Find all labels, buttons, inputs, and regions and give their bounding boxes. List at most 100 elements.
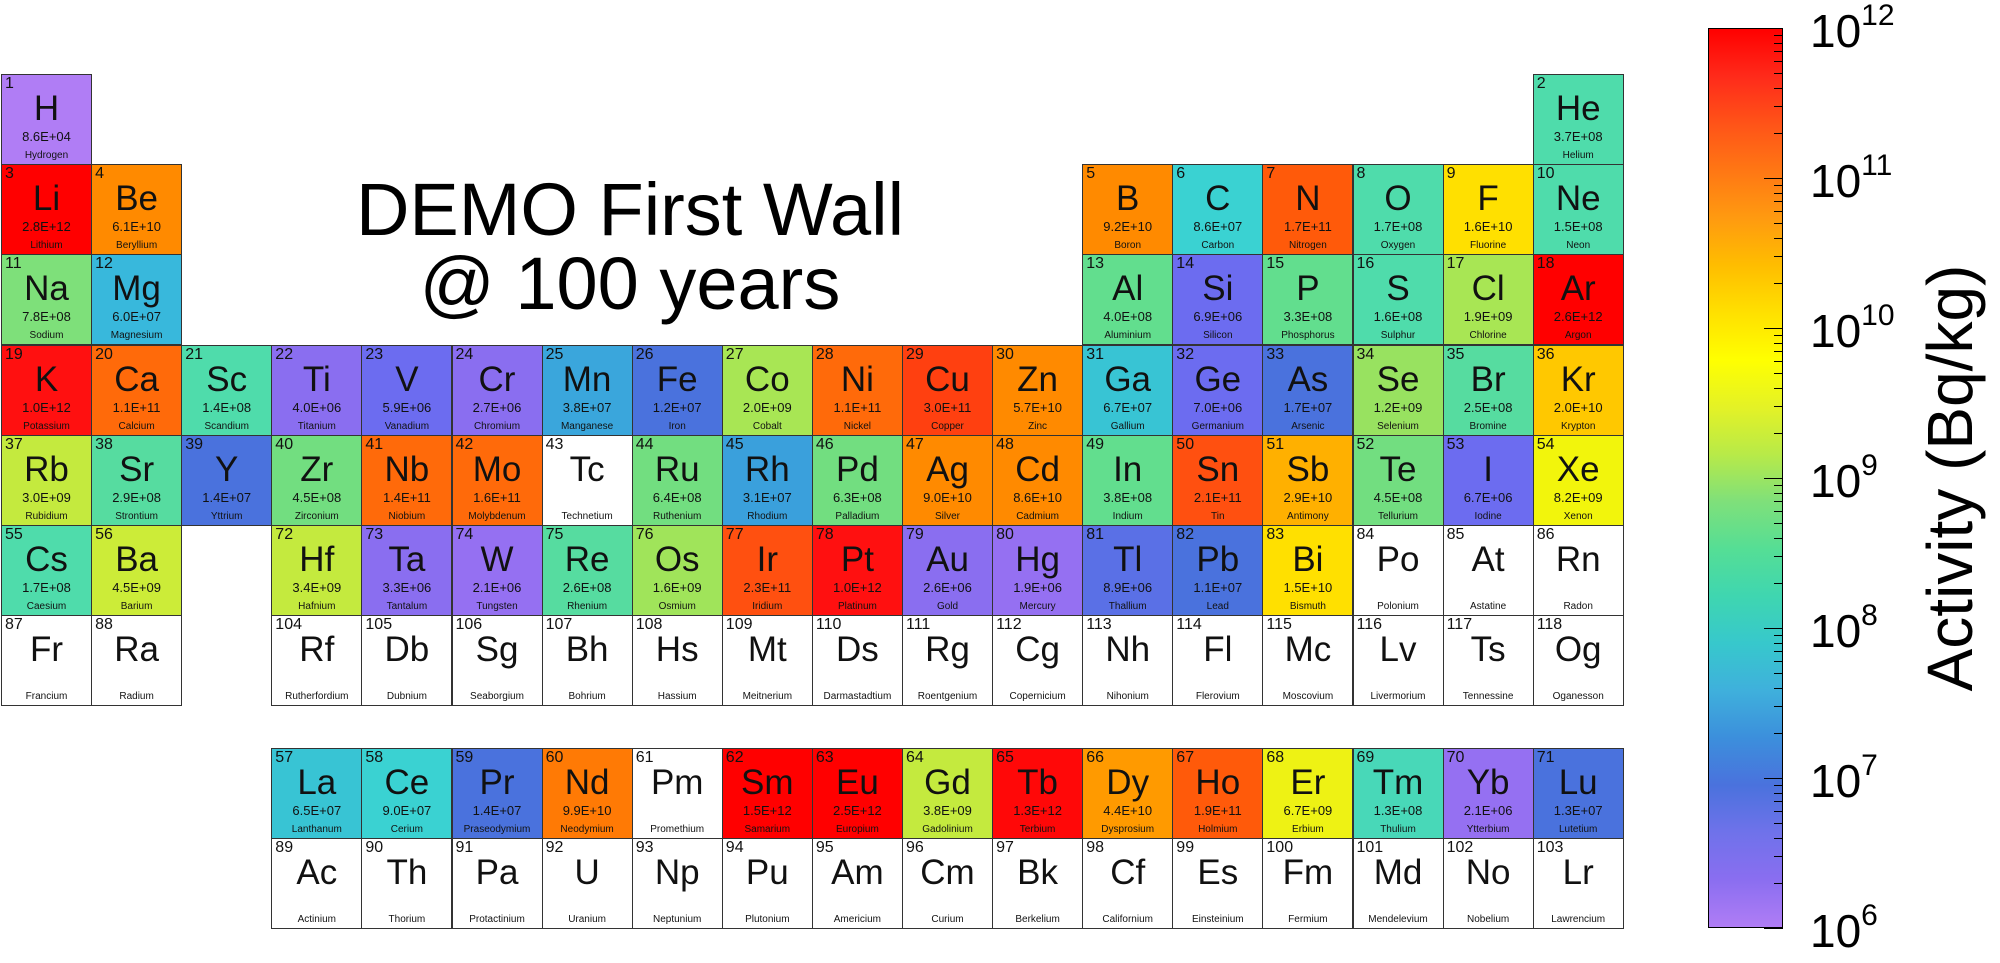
element-cell-he: 2 He 3.7E+08 Helium (1532, 74, 1624, 165)
activity-value: 1.5E+10 (1283, 580, 1333, 595)
tick-base: 10 (1810, 905, 1862, 957)
colorbar-minor-tick (1774, 237, 1783, 239)
element-name: Manganese (560, 420, 614, 432)
element-name: Arsenic (1291, 420, 1325, 432)
element-cell-pa: 91 Pa Protactinium (451, 838, 543, 930)
atomic-number: 11 (5, 255, 22, 273)
element-cell-pd: 46 Pd 6.3E+08 Palladium (811, 434, 903, 526)
colorbar-tick-label: 1010 (1810, 299, 1895, 363)
atomic-number: 106 (455, 616, 483, 634)
element-name: Tungsten (476, 601, 518, 612)
element-cell-cm: 96 Cm Curium (902, 838, 993, 930)
atomic-number: 26 (635, 345, 654, 363)
atomic-number: 56 (95, 526, 113, 543)
activity-value: 6.7E+07 (1103, 399, 1153, 415)
element-name: Vanadium (384, 420, 430, 432)
element-cell-cl: 17 Cl 1.9E+09 Chlorine (1442, 254, 1534, 346)
element-cell-w: 74 W 2.1E+06 Tungsten (451, 525, 543, 616)
colorbar-minor-tick (1774, 201, 1783, 203)
element-symbol: Pd (835, 449, 879, 489)
activity-value: 6.0E+07 (112, 309, 161, 325)
element-cell-cu: 29 Cu 3.0E+11 Copper (902, 344, 993, 436)
element-name: Caesium (26, 601, 67, 612)
activity-value: 3.0E+11 (923, 399, 972, 415)
element-cell-rg: 111 Rg Roentgenium (902, 615, 993, 707)
colorbar-minor-tick (1774, 792, 1783, 794)
atomic-number: 23 (365, 345, 384, 363)
atomic-number: 48 (996, 435, 1014, 453)
element-symbol: Ge (1194, 359, 1242, 399)
element-cell-sg: 106 Sg Seaborgium (451, 615, 543, 707)
element-symbol: Au (926, 540, 969, 579)
atomic-number: 14 (1176, 255, 1195, 273)
element-cell-po: 84 Po Polonium (1352, 525, 1444, 616)
activity-value: 1.0E+12 (22, 399, 71, 415)
element-cell-b: 5 B 9.2E+10 Boron (1082, 164, 1174, 256)
element-name: Lead (1206, 601, 1229, 612)
atomic-number: 49 (1086, 435, 1104, 453)
activity-value: 2.9E+10 (1283, 489, 1333, 505)
atomic-number: 25 (545, 345, 564, 363)
element-name: Livermorium (1370, 691, 1426, 703)
activity-value: 4.4E+10 (1103, 803, 1153, 818)
element-symbol: Al (1112, 269, 1144, 309)
colorbar-minor-tick (1774, 73, 1783, 75)
element-name: Ruthenium (653, 510, 702, 522)
activity-value: 4.5E+08 (292, 489, 342, 505)
element-name: Americium (833, 914, 881, 926)
activity-value: 1.7E+11 (1283, 219, 1332, 235)
activity-value: 6.7E+09 (1283, 803, 1333, 818)
element-name: Iodine (1474, 510, 1502, 522)
colorbar-tick-label: 106 (1810, 899, 1878, 963)
activity-value: 4.0E+06 (292, 399, 342, 415)
element-symbol: Db (384, 630, 430, 670)
element-cell-kr: 36 Kr 2.0E+10 Krypton (1532, 344, 1624, 436)
activity-value: 6.4E+08 (652, 489, 702, 505)
element-symbol: Er (1290, 763, 1326, 802)
element-cell-fl: 114 Fl Flerovium (1172, 615, 1264, 707)
element-symbol: H (33, 89, 60, 128)
element-name: Rubidium (25, 510, 68, 522)
element-name: Moscovium (1282, 691, 1334, 703)
element-name: Nickel (843, 420, 871, 432)
tick-exponent: 6 (1861, 899, 1878, 932)
element-name: Holmium (1198, 824, 1238, 835)
element-symbol: Ir (756, 540, 778, 579)
element-name: Argon (1564, 330, 1592, 342)
colorbar-minor-tick (1774, 634, 1783, 636)
atomic-number: 33 (1266, 345, 1285, 363)
element-symbol: Tc (569, 449, 605, 489)
element-cell-bi: 83 Bi 1.5E+10 Bismuth (1262, 525, 1354, 616)
element-cell-fm: 100 Fm Fermium (1262, 838, 1354, 930)
element-symbol: Ho (1195, 763, 1241, 802)
element-name: Lanthanum (291, 824, 342, 835)
element-name: Bromine (1469, 420, 1507, 432)
atomic-number: 113 (1086, 616, 1112, 634)
element-name: Indium (1112, 510, 1143, 522)
colorbar-minor-tick (1774, 511, 1783, 513)
atomic-number: 9 (1446, 165, 1456, 183)
atomic-number: 93 (635, 839, 654, 857)
colorbar-minor-tick (1774, 106, 1783, 108)
atomic-number: 111 (906, 616, 931, 634)
element-name: Seaborgium (470, 691, 524, 703)
element-symbol: He (1555, 89, 1601, 128)
atomic-number: 100 (1266, 839, 1294, 857)
element-cell-eu: 63 Eu 2.5E+12 Europium (811, 748, 903, 839)
atomic-number: 52 (1356, 435, 1375, 453)
element-name: Calcium (118, 420, 155, 432)
atomic-number: 72 (275, 526, 294, 543)
element-cell-ar: 18 Ar 2.6E+12 Argon (1532, 254, 1624, 346)
colorbar-major-tick (1764, 928, 1783, 929)
element-name: Tantalum (386, 601, 428, 612)
activity-value: 6.5E+07 (292, 803, 342, 818)
atomic-number: 77 (725, 526, 744, 543)
element-cell-be: 4 Be 6.1E+10 Beryllium (91, 164, 183, 256)
colorbar-minor-tick (1774, 556, 1783, 558)
colorbar-minor-tick (1774, 132, 1783, 134)
element-cell-rb: 37 Rb 3.0E+09 Rubidium (1, 434, 92, 526)
element-symbol: C (1205, 179, 1231, 219)
colorbar-minor-tick (1774, 42, 1783, 44)
atomic-number: 117 (1446, 616, 1473, 634)
colorbar-minor-tick (1774, 811, 1783, 813)
